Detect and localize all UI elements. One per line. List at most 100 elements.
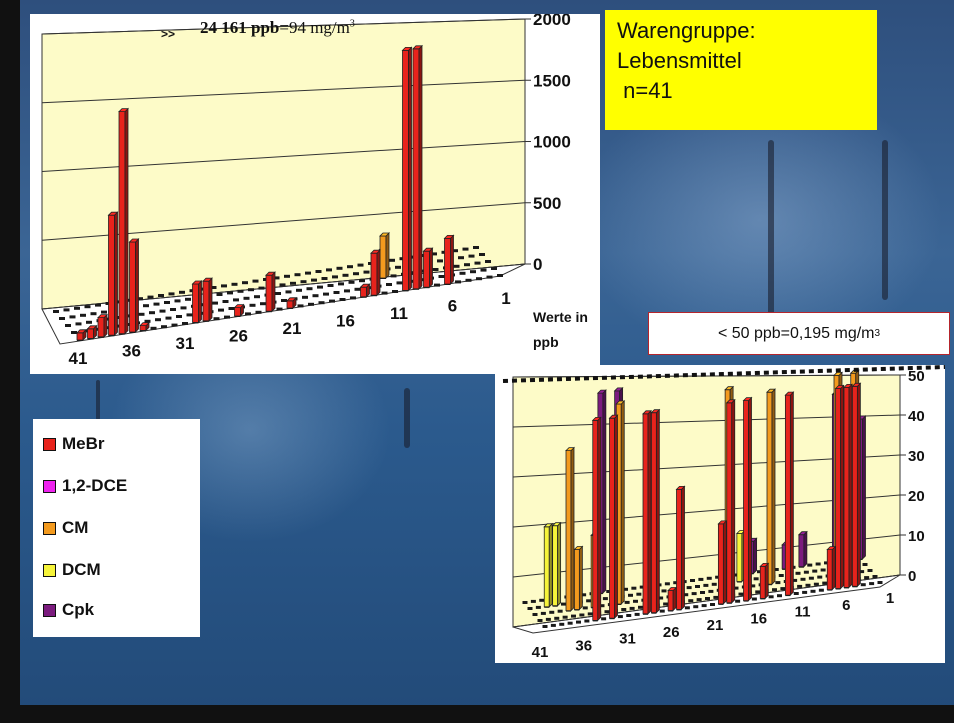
bar-top (76, 329, 87, 334)
floor-dot (554, 616, 560, 620)
bar-mebr-sample-29 (370, 252, 378, 296)
floor-dot (877, 581, 883, 584)
bar-mebr-sample-19 (726, 402, 733, 604)
floor-dot (86, 320, 92, 324)
floor-dot (673, 581, 679, 585)
x-tick-label: 11 (795, 604, 811, 621)
bar-top (359, 283, 371, 288)
floor-dot (860, 583, 866, 587)
water-reflection (882, 140, 888, 300)
floor-dot (559, 622, 565, 626)
floor-dot (582, 606, 588, 610)
floor-dot (305, 271, 311, 275)
floor-dot (872, 575, 878, 578)
floor-dot (581, 593, 587, 597)
floor-dot (658, 596, 664, 600)
floor-dot (80, 313, 86, 317)
bar-cm-sample-36 (573, 549, 580, 610)
floor-dot (138, 312, 145, 316)
floor-dot (390, 274, 397, 278)
floor-dot (338, 282, 344, 286)
floor-dot (775, 581, 781, 585)
bar-mebr-sample-13 (202, 280, 210, 322)
bar-mebr-sample-15 (759, 565, 766, 599)
floor-dot (434, 283, 440, 287)
y-tick-label: 0 (908, 568, 916, 585)
floor-dot (354, 287, 361, 291)
bar-top (551, 522, 562, 527)
x-tick-label: 26 (229, 327, 248, 346)
floor-dot (212, 301, 218, 305)
floor-dot (210, 286, 217, 289)
bar-side (655, 408, 660, 614)
floor-dot (708, 589, 714, 593)
floor-dot (300, 280, 307, 284)
bar-top (833, 372, 843, 376)
floor-dot (539, 598, 545, 602)
y-tick-label: 50 (908, 368, 925, 385)
floor-dot (822, 581, 828, 585)
floor-dot (459, 271, 466, 275)
floor-dot (90, 312, 97, 316)
floor-dot (604, 610, 610, 614)
floor-dot (537, 619, 543, 622)
floor-dot (772, 588, 777, 592)
floor-dot (476, 277, 482, 281)
bar-mebr-sample-29 (642, 413, 649, 615)
y-tick-label: 500 (533, 194, 561, 213)
floor-dot (396, 281, 403, 285)
x-tick-label: 11 (390, 304, 408, 323)
floor-dot (698, 577, 704, 581)
floor-dot (810, 589, 816, 593)
floor-dot (540, 611, 546, 615)
bar-cm-sample-37 (565, 450, 572, 612)
floor-dot (363, 270, 370, 274)
floor-dot (549, 610, 555, 614)
bar-side (198, 280, 202, 324)
bar-mebr-sample-25 (676, 489, 682, 610)
x-tick-label: 36 (575, 637, 592, 654)
floor-dot (359, 279, 365, 283)
floor-dot (867, 569, 873, 572)
floor-dot (350, 296, 356, 300)
floor-dot (797, 584, 803, 588)
floor-dot (768, 595, 774, 599)
floor-dot (713, 595, 719, 599)
gridline (41, 79, 526, 104)
floor-dot (805, 583, 811, 587)
bar-mebr-sample-6 (835, 388, 842, 589)
floor-dot (750, 584, 756, 588)
bar-side (376, 249, 381, 297)
bar-side (731, 398, 736, 604)
bar-mebr-sample-26 (667, 590, 674, 611)
floor-dot (634, 612, 640, 616)
y-tick-label: 40 (908, 408, 925, 425)
floor-dot (285, 290, 292, 294)
floor-dot (561, 602, 566, 606)
bar-side (548, 522, 553, 608)
floor-dot (312, 294, 319, 298)
bar-side (103, 313, 108, 338)
floor-dot (550, 623, 556, 627)
bar-side (429, 247, 433, 289)
bar-side (602, 389, 607, 595)
bar-cm-sample-13 (766, 391, 773, 585)
legend-label: DCM (62, 560, 101, 579)
floor-dot (218, 308, 224, 312)
x-tick-label: 26 (663, 624, 680, 641)
floor-dot (386, 283, 392, 286)
floor-dot (245, 312, 251, 316)
bar-top (401, 47, 413, 51)
floor-dot (147, 295, 154, 299)
y-tick-label: 1000 (533, 133, 571, 152)
bar-top (608, 414, 619, 419)
floor-dot (353, 272, 359, 276)
bar-side (271, 271, 276, 313)
floor-dot (688, 599, 694, 603)
floor-dot (179, 290, 185, 294)
floor-dot (228, 307, 235, 310)
overflow-note: 24 161 ppb=94 mg/m3 (200, 18, 355, 38)
floor-dot (242, 281, 248, 285)
bar-top (191, 280, 203, 285)
floor-dot (859, 570, 865, 574)
